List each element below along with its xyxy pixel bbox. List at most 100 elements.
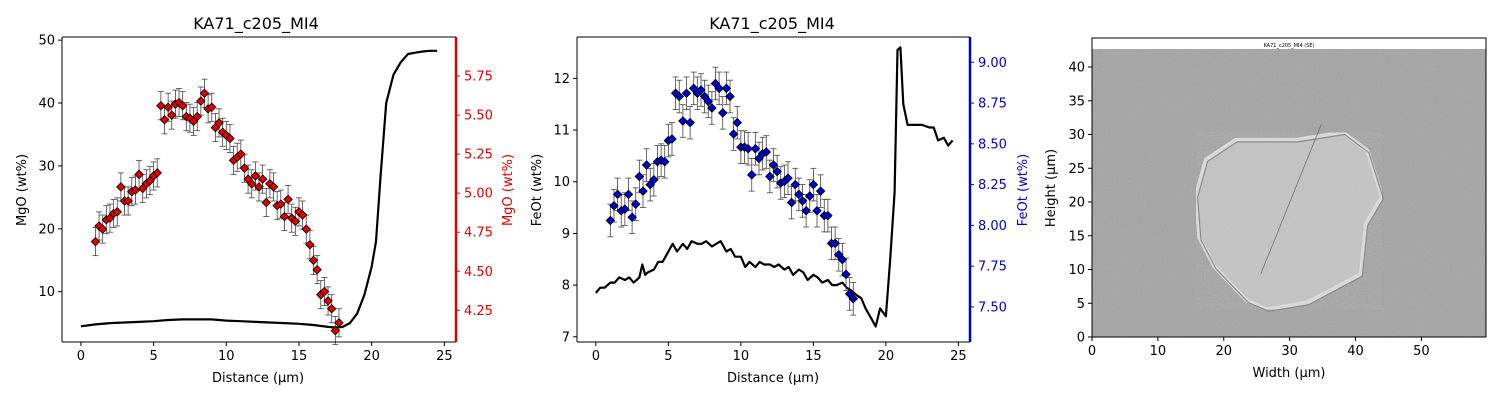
feo-x-tick-label: 5	[664, 349, 672, 364]
feo-data-point	[609, 201, 619, 211]
feo-data-point	[786, 197, 797, 208]
mgo-data-point	[276, 199, 286, 209]
feo-data-point	[605, 215, 616, 226]
feo-data-point	[794, 189, 804, 200]
mgo-profile-line	[80, 49, 438, 329]
feo-data-point	[768, 160, 779, 170]
feo-data-point	[627, 212, 637, 222]
mgo-x-tick-label: 25	[436, 349, 453, 364]
mgo-data-point	[134, 169, 144, 180]
feo-data-point	[815, 186, 826, 196]
mgo-data-point	[239, 163, 250, 173]
mgo-y2-tick-label: 5.25	[464, 148, 493, 163]
feo-data-point	[667, 134, 677, 144]
sem-y-tick-label: 20	[1068, 196, 1085, 211]
feo-x-tick-label: 10	[733, 349, 750, 364]
sem-y-tick-label: 25	[1068, 162, 1085, 177]
mgo-y-tick-label: 50	[38, 34, 55, 49]
mgo-data-point	[163, 102, 173, 113]
feo-profile-line	[595, 46, 954, 328]
mgo-y-tick-label: 30	[38, 159, 55, 174]
mgo-data-point	[330, 325, 341, 336]
feo-data-point	[732, 117, 743, 128]
mgo-data-point	[90, 236, 101, 247]
mgo-data-point	[156, 100, 166, 111]
feo-data-point	[721, 83, 732, 94]
sem-image-panel: KA71_c205_MI4 (SE) 0 10 20 30 40 50 0 5 10 15 20 25…	[1044, 37, 1487, 381]
feo-data-point	[649, 174, 659, 185]
mgo-data-point	[196, 96, 206, 106]
feo-y2-tick-label: 7.50	[978, 300, 1007, 315]
feo-y-tick-label: 9	[562, 227, 570, 242]
feo-y2-tick-label: 9.00	[978, 56, 1007, 71]
mgo-data-point	[257, 174, 268, 184]
mgo-data-point	[261, 197, 272, 208]
mgo-data-point	[246, 179, 257, 189]
feo-marker-series	[605, 66, 859, 316]
feo-data-point	[623, 189, 634, 200]
mgo-data-point	[326, 303, 337, 314]
sem-banner	[1092, 38, 1486, 49]
mgo-data-point	[112, 207, 123, 217]
feo-data-point	[641, 160, 652, 170]
mgo-x-tick-label: 10	[218, 349, 235, 364]
sem-banner-text: KA71_c205_MI4 (SE)	[1263, 43, 1314, 49]
mgo-data-point	[254, 182, 264, 192]
mgo-data-point	[312, 264, 322, 275]
sem-x-tick-label: 40	[1347, 344, 1364, 359]
feo-data-point	[743, 143, 753, 154]
feo-y-tick-label: 11	[553, 124, 570, 139]
mgo-data-point	[305, 239, 315, 250]
sem-x-tick-label: 50	[1413, 344, 1430, 359]
sem-y-tick-label: 40	[1068, 61, 1085, 76]
feo-y-tick-label: 8	[562, 279, 570, 294]
feo-data-point	[725, 91, 735, 102]
feo-x-axis-label: Distance (µm)	[727, 371, 819, 386]
sem-frame	[1091, 37, 1487, 338]
feo-x-tick-label: 0	[592, 349, 600, 364]
feo-data-point	[765, 171, 775, 182]
mgo-data-point	[116, 182, 126, 192]
sem-x-tick-label: 30	[1281, 344, 1298, 359]
feo-x-tick-label: 15	[805, 349, 822, 364]
feo-data-point	[696, 85, 706, 95]
feo-data-point	[707, 103, 717, 113]
feo-y2-tick-label: 8.75	[978, 97, 1007, 112]
mgo-y2-tick-label: 5.75	[464, 70, 493, 85]
mgo-marker-series	[90, 78, 344, 346]
feo-y2-tick-label: 8.50	[978, 137, 1007, 152]
mgo-data-point	[279, 211, 290, 222]
mgo-y-tick-label: 40	[38, 97, 55, 112]
mgo-line-series	[80, 49, 438, 329]
feo-data-point	[837, 254, 848, 265]
mgo-x-tick-label: 20	[363, 349, 380, 364]
sem-y-tick-label: 5	[1077, 297, 1085, 312]
mgo-data-point	[319, 286, 330, 297]
mgo-x-tick-label: 15	[291, 349, 308, 364]
feo-y2-axis-label: FeOt (wt%)	[1016, 154, 1031, 226]
sem-x-tick-label: 10	[1150, 344, 1167, 359]
mgo-data-point	[192, 111, 202, 122]
feo-data-point	[761, 147, 772, 157]
mgo-data-point	[123, 196, 133, 206]
feo-data-point	[783, 173, 793, 183]
mgo-data-point	[214, 118, 224, 128]
mgo-y-tick-label: 20	[38, 222, 55, 237]
mgo-data-point	[225, 133, 235, 144]
feo-data-point	[703, 96, 714, 107]
feo-data-point	[681, 88, 692, 99]
feo-data-point	[620, 204, 630, 214]
mgo-y-axis-label: MgO (wt%)	[15, 154, 30, 226]
mgo-data-point	[301, 224, 312, 234]
sem-x-tick-label: 20	[1215, 344, 1232, 359]
feo-y-tick-label: 12	[553, 72, 570, 87]
feo-x-tick-label: 20	[878, 349, 895, 364]
feo-data-point	[812, 205, 822, 216]
feo-data-point	[804, 191, 815, 201]
sem-y-tick-label: 35	[1068, 94, 1085, 109]
mgo-y-tick-label: 10	[38, 285, 55, 300]
sem-y-tick-label: 0	[1077, 331, 1085, 346]
sem-x-tick-label: 0	[1088, 344, 1096, 359]
feo-chart-title: KA71_c205_MI4	[709, 14, 835, 34]
